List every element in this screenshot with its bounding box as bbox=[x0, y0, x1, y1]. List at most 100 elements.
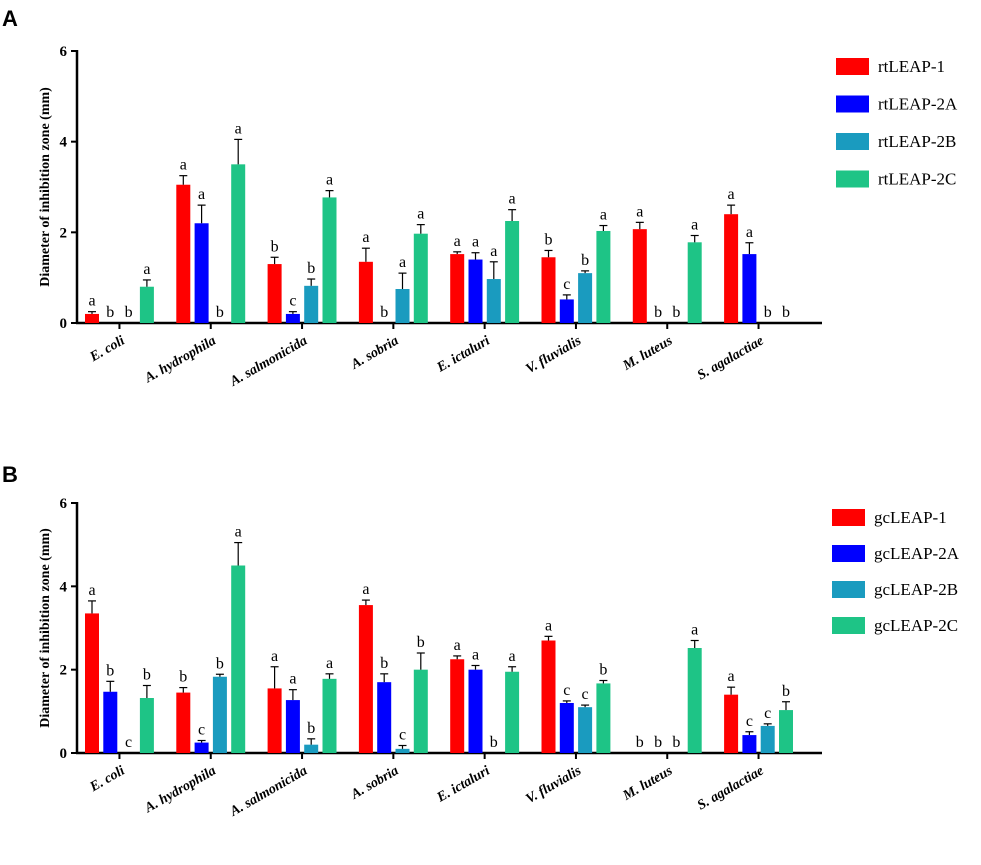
panel-b-significance-label: b bbox=[307, 720, 315, 737]
panel-a-bar-rtleap-1-m-luteus bbox=[632, 229, 647, 323]
panel-a-category-label-a-salmonicida: A. salmonicida bbox=[227, 333, 310, 390]
panel-a-category-label-e-ictaluri: E. ictaluri bbox=[434, 333, 493, 376]
panel-a-legend-label-rtleap-2a: rtLEAP-2A bbox=[878, 95, 958, 114]
panel-a-significance-label: a bbox=[636, 203, 643, 220]
panel-a-bar-rtleap-2c-m-luteus bbox=[687, 242, 702, 323]
panel-b-significance-label: a bbox=[545, 617, 552, 634]
panel-a-significance-label: a bbox=[180, 157, 187, 174]
panel-b-legend-swatch-gcleap-2a bbox=[832, 545, 865, 562]
panel-a-significance-label: b bbox=[106, 304, 114, 321]
panel-a-significance-label: b bbox=[782, 304, 790, 321]
panel-b-significance-label: a bbox=[289, 671, 296, 688]
panel-a-bar-rtleap-2a-a-hydrophila bbox=[194, 223, 209, 323]
panel-a-bar-rtleap-2a-e-ictaluri bbox=[468, 259, 483, 323]
panel-a-significance-label: a bbox=[198, 186, 205, 203]
panel-a-y-tick-label: 2 bbox=[60, 225, 68, 241]
panel-a-category-label-m-luteus: M. luteus bbox=[620, 333, 676, 374]
panel-a-bar-rtleap-2c-a-salmonicida bbox=[322, 197, 337, 323]
panel-a-letter: A bbox=[2, 6, 18, 31]
panel-b-significance-label: b bbox=[143, 667, 151, 684]
panel-b-significance-label: b bbox=[380, 655, 388, 672]
panel-b-significance-label: a bbox=[326, 655, 333, 672]
panel-b-bar-gcleap-2c-a-hydrophila bbox=[231, 565, 246, 753]
panel-a-bar-rtleap-1-a-sobria bbox=[358, 261, 373, 323]
panel-b-significance-label: b bbox=[179, 669, 187, 686]
panel-a-significance-label: b bbox=[672, 304, 680, 321]
panel-b-legend-label-gcleap-2a: gcLEAP-2A bbox=[874, 544, 960, 563]
panel-b-significance-label: b bbox=[490, 734, 498, 751]
panel-a-legend-swatch-rtleap-2c bbox=[836, 170, 869, 188]
panel-b-bar-gcleap-2b-v-fluvialis bbox=[578, 707, 593, 753]
panel-a-significance-label: a bbox=[600, 207, 607, 224]
panel-b-y-tick-label: 0 bbox=[60, 746, 68, 762]
panel-b-significance-label: b bbox=[672, 734, 680, 751]
panel-a-y-axis-label: Diameter of inhibition zone (mm) bbox=[38, 87, 53, 287]
panel-b-bar-gcleap-2c-e-ictaluri bbox=[505, 671, 520, 753]
panel-a-significance-label: b bbox=[307, 260, 315, 277]
panel-b-bar-gcleap-2a-e-ictaluri bbox=[468, 669, 483, 753]
panel-b-significance-label: a bbox=[235, 524, 242, 541]
panel-b-significance-label: b bbox=[599, 662, 607, 679]
panel-a-significance-label: b bbox=[271, 238, 279, 255]
panel-b-bar-gcleap-2c-v-fluvialis bbox=[596, 683, 611, 753]
panel-a-significance-label: a bbox=[143, 261, 150, 278]
panel-b-bar-gcleap-1-a-hydrophila bbox=[176, 692, 191, 753]
panel-a-significance-label: a bbox=[454, 233, 461, 250]
panel-b-bar-gcleap-2b-a-salmonicida bbox=[304, 744, 319, 753]
panel-b-bar-gcleap-2b-a-sobria bbox=[395, 748, 410, 753]
panel-b-category-label-e-coli: E. coli bbox=[87, 763, 128, 795]
panel-a-bar-rtleap-1-e-ictaluri bbox=[450, 254, 465, 323]
panel-a-y-tick-label: 6 bbox=[60, 44, 68, 60]
panel-a-significance-label: b bbox=[216, 304, 224, 321]
panel-a-category-label-a-sobria: A. sobria bbox=[348, 333, 402, 373]
panel-b-legend-label-gcleap-2c: gcLEAP-2C bbox=[874, 616, 958, 635]
panel-b-significance-label: c bbox=[563, 682, 570, 699]
panel-b-y-tick-label: 6 bbox=[60, 496, 68, 512]
panel-a-significance-label: a bbox=[728, 186, 735, 203]
panel-a-legend-swatch-rtleap-2b bbox=[836, 133, 869, 150]
panel-b-bar-gcleap-1-e-coli bbox=[85, 613, 99, 753]
panel-b-significance-label: a bbox=[271, 648, 278, 665]
panel-a-significance-label: b bbox=[581, 252, 589, 269]
panel-b-legend-swatch-gcleap-2b bbox=[832, 581, 865, 598]
panel-a-bar-rtleap-2a-s-agalactiae bbox=[742, 254, 757, 323]
panel-a-significance-label: a bbox=[691, 217, 698, 234]
panel-b-significance-label: c bbox=[746, 713, 753, 730]
panel-b-significance-label: c bbox=[198, 722, 205, 739]
panel-a-significance-label: c bbox=[563, 276, 570, 293]
panel-b-legend-swatch-gcleap-2c bbox=[832, 617, 865, 634]
panel-b-bar-gcleap-2c-a-sobria bbox=[413, 669, 428, 753]
panel-a-bar-rtleap-2a-a-salmonicida bbox=[285, 313, 300, 323]
panel-a-significance-label: a bbox=[417, 206, 424, 223]
panel-b-bar-gcleap-2c-s-agalactiae bbox=[779, 710, 793, 753]
panel-a-significance-label: b bbox=[125, 304, 133, 321]
panel-b-significance-label: a bbox=[472, 647, 479, 664]
panel-a-significance-label: a bbox=[362, 229, 369, 246]
panel-a-bar-rtleap-2c-a-hydrophila bbox=[231, 164, 246, 323]
panel-b-bar-gcleap-2b-a-hydrophila bbox=[212, 676, 227, 753]
panel-a-significance-label: b bbox=[654, 304, 662, 321]
panel-a-category-label-v-fluvialis: V. fluvialis bbox=[523, 333, 584, 377]
panel-b-category-label-a-hydrophila: A. hydrophila bbox=[142, 763, 219, 816]
panel-a-bar-rtleap-1-a-hydrophila bbox=[176, 184, 191, 323]
panel-b-significance-label: a bbox=[691, 622, 698, 639]
panel-a-significance-label: a bbox=[88, 293, 95, 310]
panel-b-significance-label: b bbox=[782, 683, 790, 700]
panel-a-significance-label: a bbox=[326, 172, 333, 189]
panel-b-significance-label: c bbox=[399, 727, 406, 744]
panel-b-bar-gcleap-1-a-salmonicida bbox=[267, 688, 282, 753]
panel-b-bar-gcleap-1-s-agalactiae bbox=[724, 694, 739, 753]
panel-a-significance-label: a bbox=[746, 224, 753, 241]
panel-b-significance-label: a bbox=[454, 637, 461, 654]
panel-b-bar-gcleap-2a-e-coli bbox=[103, 691, 118, 753]
panel-b-bar-gcleap-1-a-sobria bbox=[358, 605, 373, 753]
panel-b-y-tick-label: 2 bbox=[60, 663, 68, 679]
panel-b-significance-label: b bbox=[654, 734, 662, 751]
panel-b-significance-label: c bbox=[125, 734, 132, 751]
panel-a-bar-rtleap-1-v-fluvialis bbox=[541, 257, 556, 323]
panel-b-significance-label: a bbox=[728, 668, 735, 685]
panel-a-significance-label: a bbox=[235, 120, 242, 137]
panel-a-significance-label: b bbox=[545, 231, 553, 248]
panel-b-bar-gcleap-2a-a-sobria bbox=[377, 682, 392, 753]
panel-b-category-label-v-fluvialis: V. fluvialis bbox=[523, 763, 584, 807]
